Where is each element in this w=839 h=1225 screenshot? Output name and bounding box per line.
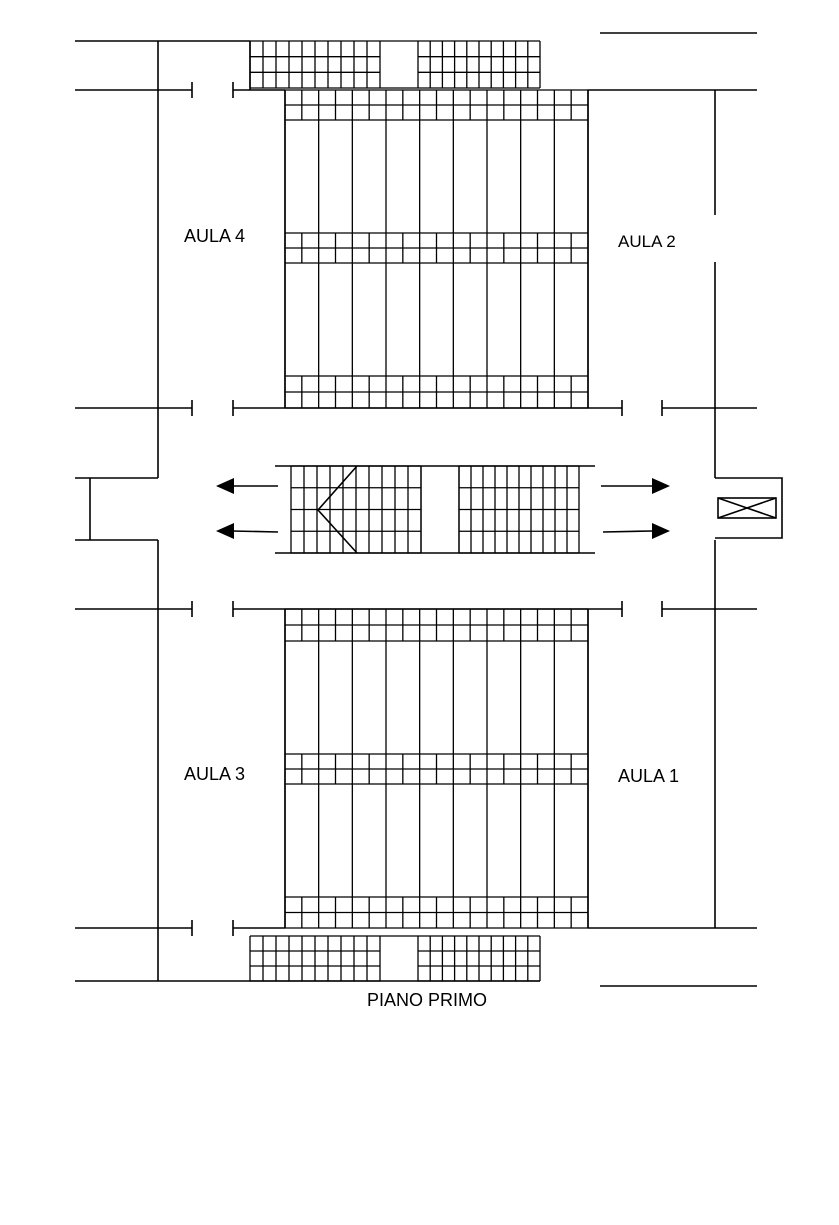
room-label-aula1: AULA 1 bbox=[618, 766, 679, 786]
exit-arrows bbox=[216, 478, 670, 539]
room-label-aula2: AULA 2 bbox=[618, 232, 676, 251]
arrow-left-icon bbox=[216, 478, 234, 494]
elevator-icon bbox=[717, 497, 777, 519]
room-label-aula4: AULA 4 bbox=[184, 226, 245, 246]
floor-caption: PIANO PRIMO bbox=[367, 990, 487, 1010]
arrow-right-icon bbox=[652, 523, 670, 539]
room-label-aula3: AULA 3 bbox=[184, 764, 245, 784]
stair-arrow-icon bbox=[316, 465, 358, 554]
seating-grids bbox=[249, 40, 595, 982]
arrow-left-icon bbox=[216, 523, 234, 539]
walls bbox=[75, 32, 783, 987]
arrow-right-icon bbox=[652, 478, 670, 494]
